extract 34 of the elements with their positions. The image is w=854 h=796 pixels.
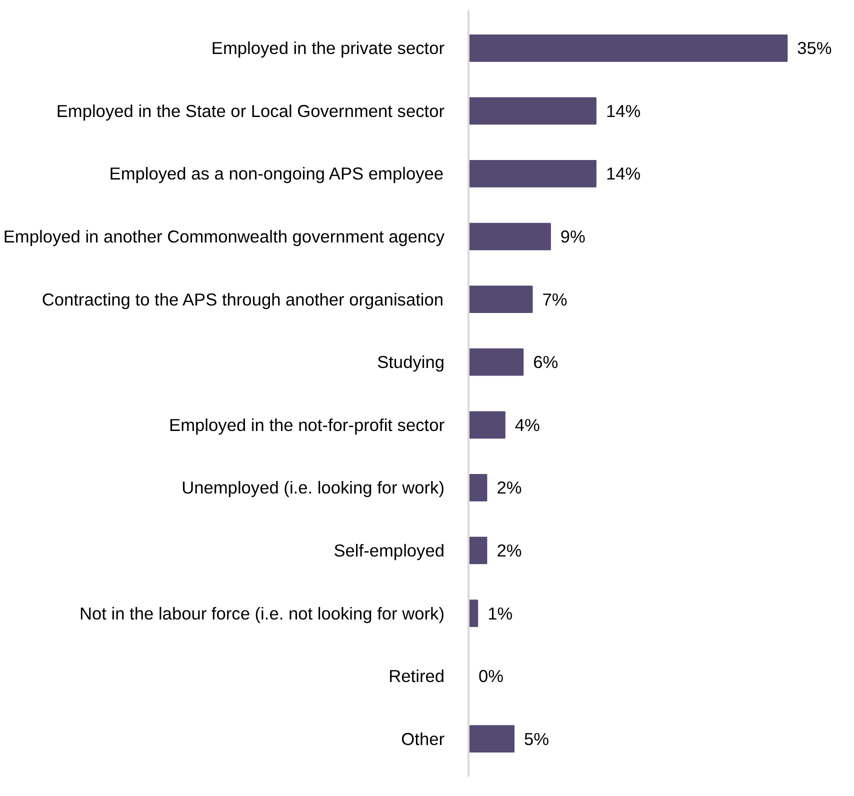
bar: [468, 34, 788, 62]
y-tick-label: Contracting to the APS through another organisation: [42, 289, 444, 310]
bar: [468, 222, 551, 250]
bar: [468, 536, 488, 564]
data-label: 35%: [797, 38, 832, 58]
data-label: 14%: [606, 100, 641, 121]
bar: [468, 474, 488, 502]
y-tick-label: Unemployed (i.e. looking for work): [182, 478, 445, 498]
y-tick-label: Retired: [388, 666, 445, 686]
bar: [468, 725, 515, 753]
data-label: 2%: [496, 478, 522, 498]
bar: [468, 411, 506, 439]
y-tick-label: Employed in the private sector: [211, 38, 445, 58]
y-tick-label: Employed in another Commonwealth government agency: [3, 226, 445, 247]
data-label: 5%: [524, 728, 550, 749]
y-tick-label: Not in the labour force (i.e. not looking for work): [79, 603, 445, 624]
y-tick-label: Self-employed: [334, 540, 445, 560]
data-label: 9%: [560, 226, 586, 247]
y-tick-label: Employed in the not-for-profit sector: [169, 414, 445, 435]
y-tick-label: Employed as a non-ongoing APS employee: [109, 164, 444, 184]
y-tick-label: Other: [401, 728, 445, 749]
bar: [468, 97, 596, 125]
data-label: 1%: [488, 603, 513, 624]
bar: [468, 160, 596, 188]
y-tick-label: Studying: [377, 352, 445, 372]
data-label: 0%: [478, 666, 504, 686]
bar: [468, 286, 533, 314]
data-label: 14%: [606, 164, 641, 184]
data-label: 6%: [533, 352, 558, 372]
bar: [468, 348, 524, 376]
y-tick-label: Employed in the State or Local Government sector: [56, 100, 445, 121]
data-label: 7%: [542, 289, 568, 310]
data-label: 4%: [514, 414, 540, 435]
data-label: 2%: [496, 540, 522, 560]
